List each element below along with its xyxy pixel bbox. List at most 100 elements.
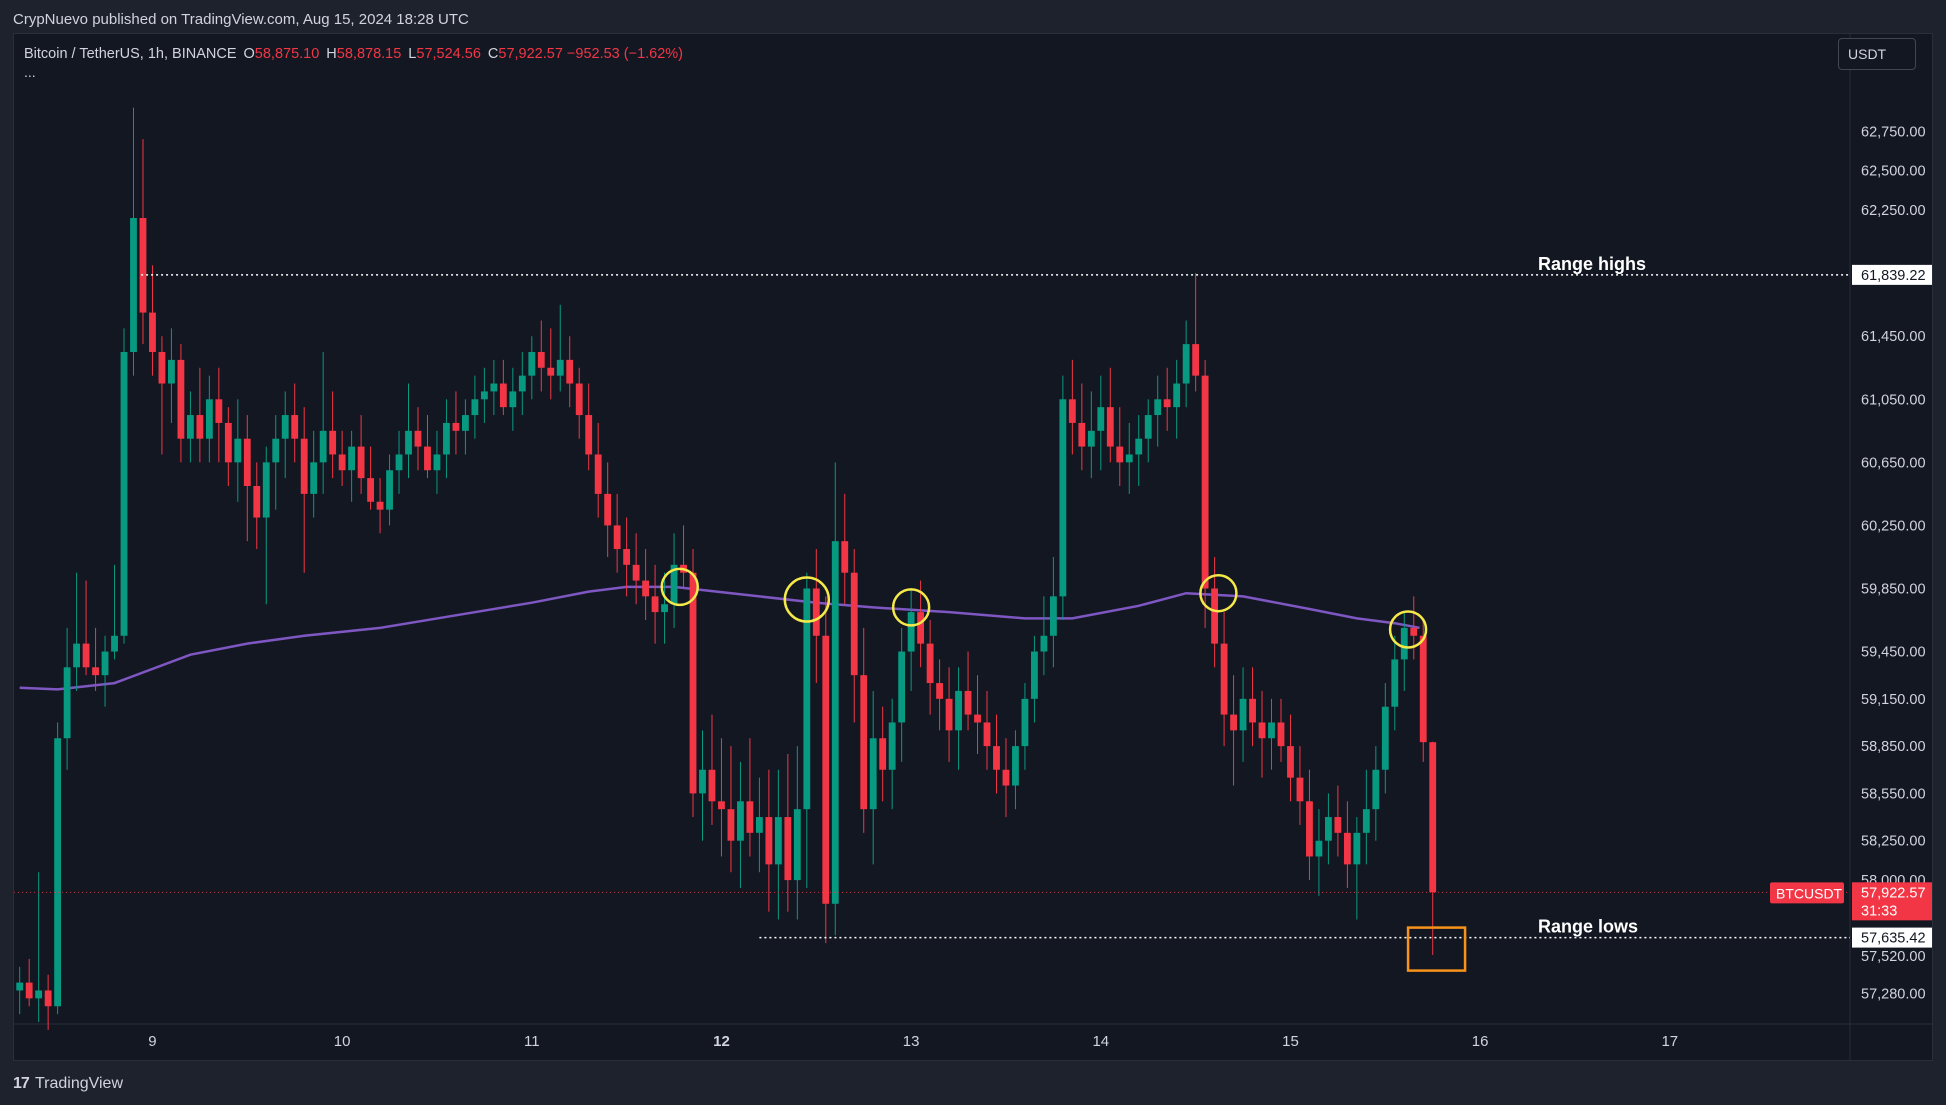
candle-body — [1296, 777, 1304, 802]
candle-body — [689, 572, 697, 794]
candle-body — [632, 564, 640, 581]
candle-body — [556, 359, 564, 376]
chart-pane[interactable]: Range highs Range lows 62,750.00 62,500.00 6… — [13, 33, 1933, 1061]
low-label: L — [408, 46, 417, 62]
range-lows-price: 57,635.42 — [1861, 931, 1926, 947]
candle-body — [898, 651, 906, 723]
symbol-name[interactable]: Bitcoin / TetherUS, 1h, BINANCE — [24, 46, 237, 62]
candle-body — [300, 438, 308, 494]
candle-body — [1353, 832, 1361, 865]
price-axis-tick: 58,250.00 — [1861, 834, 1926, 850]
candle-body — [253, 486, 261, 518]
candle-body — [25, 982, 33, 999]
candle-body — [139, 218, 147, 313]
candle-body — [718, 801, 725, 810]
time-axis-tick: 11 — [524, 1033, 540, 1050]
open-label: O — [243, 46, 255, 62]
candle-body — [537, 352, 545, 368]
candle-body — [1343, 832, 1351, 865]
high-value: 58,878.15 — [336, 46, 402, 62]
candle-body — [936, 683, 944, 699]
candle-body — [528, 352, 536, 376]
candle-body — [1002, 769, 1010, 786]
candle-body — [281, 415, 289, 439]
candle-body — [111, 635, 118, 652]
candle-body — [1268, 722, 1275, 739]
price-axis-tick: 62,250.00 — [1861, 203, 1926, 219]
candle-body — [964, 690, 972, 715]
candle-body — [149, 312, 156, 352]
candle-body — [1201, 375, 1209, 589]
candle-body — [1258, 722, 1266, 739]
candle-body — [1144, 415, 1152, 439]
candle-body — [518, 375, 526, 392]
candle-body — [699, 769, 706, 794]
currency-button[interactable]: USDT — [1838, 38, 1916, 70]
candle-body — [1306, 801, 1313, 857]
candle-body — [452, 422, 460, 431]
candle-body — [1182, 344, 1190, 384]
price-axis-tick: 60,250.00 — [1861, 518, 1926, 534]
candle-body — [1391, 659, 1399, 707]
candle-body — [443, 422, 450, 455]
candle-body — [509, 391, 517, 408]
candle-body — [272, 438, 280, 463]
candle-body — [1211, 588, 1219, 644]
candle-body — [1078, 422, 1086, 447]
time-axis-tick: 12 — [713, 1033, 730, 1050]
price-axis-tick: 61,050.00 — [1861, 392, 1926, 408]
price-axis-tick: 59,150.00 — [1861, 692, 1926, 708]
candle-body — [63, 667, 71, 739]
candle-body — [262, 462, 270, 518]
candle-body — [803, 588, 811, 810]
candle-body — [348, 446, 356, 471]
candle-body — [224, 422, 232, 463]
brand-name: TradingView — [34, 1075, 123, 1092]
close-label: C — [487, 46, 499, 62]
candle-body — [120, 352, 128, 636]
price-chart[interactable]: Range highs Range lows 62,750.00 62,500.00 6… — [14, 34, 1932, 1060]
candle-body — [158, 352, 166, 384]
candle-body — [461, 415, 469, 431]
candle-body — [1372, 769, 1380, 810]
candle-body — [1021, 698, 1029, 747]
candle-body — [1116, 446, 1124, 463]
candle-body — [395, 454, 403, 471]
candle-body — [727, 809, 735, 841]
candle-body — [1220, 643, 1228, 715]
change-value: −952.53 (−1.62%) — [566, 46, 684, 62]
high-label: H — [326, 46, 337, 62]
candle-body — [945, 698, 953, 731]
candle-body — [367, 478, 374, 502]
candle-body — [234, 438, 242, 463]
candle-body — [585, 415, 593, 455]
candle-body — [1362, 809, 1370, 833]
candle-body — [471, 399, 479, 416]
candle-body — [186, 415, 194, 439]
range-lows-highlight-box — [1406, 926, 1467, 972]
candle-body — [196, 415, 204, 439]
candle-body — [860, 675, 868, 810]
price-axis-tick: 57,280.00 — [1861, 987, 1926, 1003]
candle-body — [480, 391, 488, 400]
candle-body — [547, 367, 555, 376]
footer: 17 TradingView — [13, 1072, 123, 1096]
price-axis-tick: 59,450.00 — [1861, 645, 1926, 661]
candle-body — [784, 817, 792, 881]
legend-more-button[interactable]: ... — [24, 64, 36, 80]
candle-body — [1429, 742, 1437, 893]
candle-body — [1012, 746, 1019, 786]
candle-body — [983, 722, 991, 747]
candle-body — [130, 218, 137, 352]
candle-body — [376, 501, 384, 510]
time-axis-tick: 13 — [903, 1033, 920, 1050]
candle-body — [490, 383, 498, 392]
candle-body — [917, 612, 925, 644]
candle-body — [907, 612, 915, 652]
candle-body — [1163, 399, 1171, 408]
published-caption: CrypNuevo published on TradingView.com, … — [13, 11, 469, 28]
moving-average-line — [19, 585, 1420, 691]
candle-body — [623, 549, 631, 565]
candle-body — [1410, 627, 1418, 636]
candle-body — [54, 738, 62, 1007]
